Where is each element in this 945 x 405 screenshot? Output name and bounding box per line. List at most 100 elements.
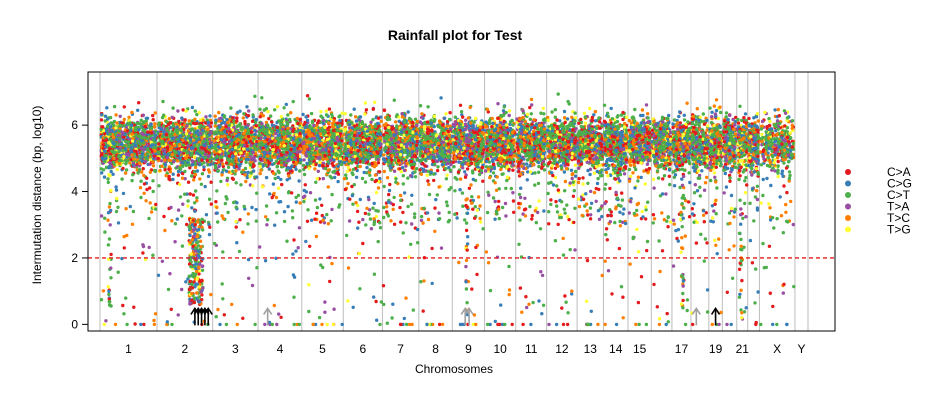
mutation-point <box>242 131 246 136</box>
mutation-point <box>277 119 281 123</box>
mutation-point <box>357 220 361 224</box>
mutation-point <box>145 152 150 156</box>
mutation-point <box>115 196 119 201</box>
mutation-point <box>291 99 295 104</box>
mutation-point <box>122 312 126 316</box>
mutation-point <box>161 155 165 159</box>
mutation-point <box>202 125 206 129</box>
mutation-point <box>148 201 152 205</box>
mutation-point <box>254 207 258 212</box>
mutation-point <box>184 163 188 168</box>
mutation-point <box>266 147 270 152</box>
mutation-point <box>313 167 317 171</box>
mutation-point <box>293 146 297 151</box>
mutation-point <box>169 307 173 311</box>
mutation-point <box>277 133 281 137</box>
mutation-point <box>223 129 227 134</box>
mutation-point <box>255 175 259 179</box>
mutation-point <box>303 194 307 198</box>
mutation-point <box>182 148 186 153</box>
mutation-point <box>319 263 323 267</box>
mutation-point <box>266 123 270 127</box>
mutation-point <box>194 137 198 141</box>
mutation-point <box>130 132 134 136</box>
mutation-point <box>160 115 165 120</box>
mutation-point <box>215 211 219 215</box>
mutation-point <box>309 161 313 165</box>
mutation-point <box>123 171 128 175</box>
mutation-point <box>297 322 302 327</box>
mutation-point <box>116 205 120 209</box>
mutation-point <box>226 210 230 215</box>
mutation-point <box>167 158 171 162</box>
mutation-point <box>313 136 317 141</box>
mutation-point <box>254 219 258 223</box>
mutation-point <box>124 155 129 159</box>
mutation-point <box>230 302 234 307</box>
mutation-point <box>253 159 257 163</box>
mutation-point <box>327 107 332 111</box>
mutation-point <box>373 173 378 177</box>
mutation-point <box>285 120 289 125</box>
mutation-point <box>114 185 118 189</box>
mutation-point <box>208 225 212 229</box>
mutation-point <box>279 115 283 119</box>
mutation-point <box>330 192 334 197</box>
mutation-point <box>273 108 277 112</box>
mutation-point <box>282 106 286 110</box>
mutation-point <box>139 322 143 327</box>
mutation-point <box>148 186 152 190</box>
mutation-point <box>294 133 299 137</box>
mutation-point <box>153 133 158 137</box>
mutation-point <box>167 117 171 121</box>
mutation-point <box>294 167 298 171</box>
mutation-point <box>108 201 112 206</box>
mutation-point <box>365 165 369 170</box>
mutation-point <box>329 219 333 223</box>
mutation-point <box>103 119 107 123</box>
mutation-point <box>237 249 242 254</box>
mutation-point <box>186 180 191 184</box>
mutation-point <box>189 146 194 150</box>
mutation-point <box>193 172 198 177</box>
mutation-point <box>292 295 296 299</box>
mutation-point <box>193 117 197 122</box>
mutation-point <box>269 140 273 144</box>
mutation-point <box>209 121 213 125</box>
mutation-point <box>313 139 317 144</box>
mutation-point <box>125 233 129 238</box>
mutation-point <box>136 108 140 113</box>
mutation-point <box>151 113 155 118</box>
mutation-point <box>122 124 126 128</box>
mutation-point <box>318 128 323 132</box>
mutation-point <box>153 140 157 145</box>
mutation-point <box>121 191 126 196</box>
mutation-point <box>216 307 220 312</box>
mutation-point <box>177 152 181 156</box>
mutation-point <box>290 164 294 168</box>
mutation-point <box>125 322 129 327</box>
mutation-point <box>110 128 114 133</box>
mutation-point <box>103 114 108 118</box>
mutation-point <box>245 144 249 148</box>
mutation-point <box>325 212 329 217</box>
mutation-point <box>131 173 135 177</box>
mutation-point <box>272 303 276 308</box>
mutation-point <box>301 163 306 168</box>
mutation-point <box>105 117 110 121</box>
mutation-point <box>218 150 222 154</box>
mutation-point <box>142 173 146 178</box>
mutation-point <box>282 210 287 214</box>
mutation-point <box>129 145 134 150</box>
mutation-point <box>312 129 316 133</box>
mutation-point <box>200 172 205 176</box>
mutation-point <box>321 121 326 126</box>
mutation-point <box>315 205 320 210</box>
mutation-point <box>284 102 288 107</box>
mutation-point <box>207 197 212 201</box>
mutation-point <box>244 125 248 129</box>
mutation-point <box>116 270 120 274</box>
mutation-point <box>130 153 134 157</box>
mutation-point <box>225 183 230 187</box>
mutation-point <box>215 189 219 193</box>
